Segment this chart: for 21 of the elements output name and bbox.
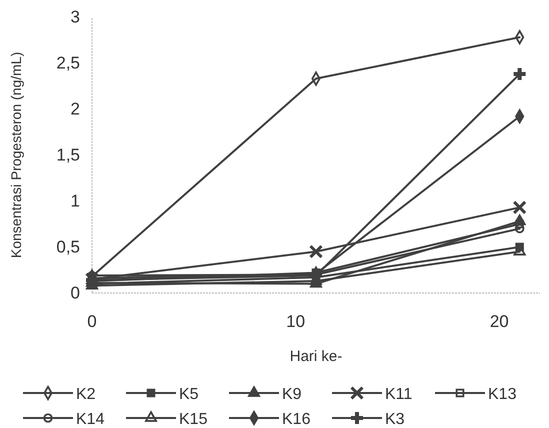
y-tick-label: 0,5 [56,237,80,256]
legend-label: K3 [385,411,405,428]
legend-label: K9 [282,386,302,403]
y-tick-label: 1 [70,191,80,210]
y-tick-label: 2 [70,99,80,118]
x-tick-label: 20 [490,312,509,332]
legend-label: K14 [76,411,105,428]
y-tick-label: 2,5 [56,53,80,72]
legend-label: K16 [282,411,311,428]
x-tick-label: 0 [87,312,97,332]
y-axis-title: Konsentrasi Progesteron (ng/mL) [8,52,24,258]
y-tick-label: 3 [70,7,80,26]
x-axis-title: Hari ke- [290,348,342,365]
legend-label: K11 [385,386,412,403]
legend-label: K15 [179,411,208,428]
legend-label: K2 [76,386,96,403]
y-tick-label: 1,5 [56,145,80,164]
x-tick-label: 10 [286,312,306,332]
legend-label: K5 [179,386,199,403]
legend-label: K13 [488,386,517,403]
y-tick-label: 0 [70,283,80,302]
